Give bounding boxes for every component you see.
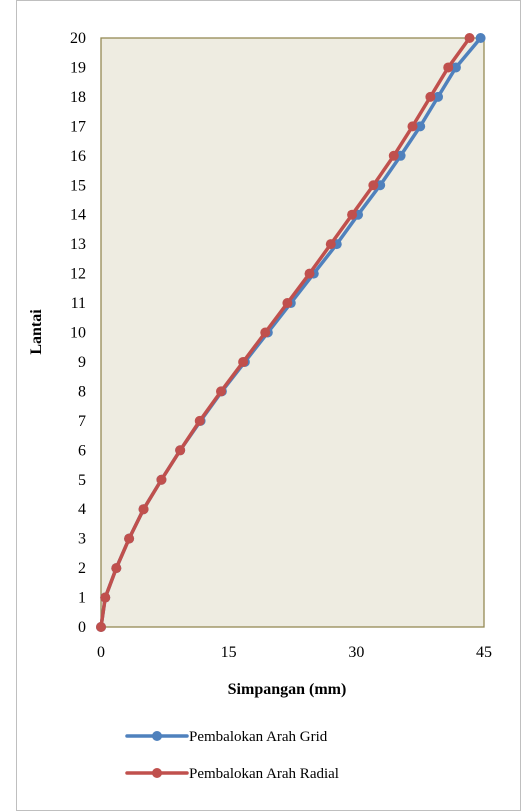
y-tick-label: 5 bbox=[78, 472, 86, 489]
y-tick-label: 18 bbox=[70, 89, 86, 106]
data-point bbox=[96, 622, 106, 632]
x-tick-label: 45 bbox=[476, 644, 492, 661]
data-point bbox=[304, 268, 315, 279]
y-tick-label: 3 bbox=[78, 531, 86, 548]
x-tick-label: 30 bbox=[348, 644, 364, 661]
series-layer bbox=[96, 33, 486, 632]
data-point bbox=[475, 33, 486, 43]
series-2 bbox=[96, 33, 475, 632]
y-tick-label: 6 bbox=[78, 442, 86, 459]
legend-item: Pembalokan Arah Grid bbox=[125, 729, 328, 745]
legend-item: Pembalokan Arah Radial bbox=[125, 766, 339, 782]
y-tick-label: 9 bbox=[78, 354, 86, 371]
data-point bbox=[347, 209, 358, 220]
y-tick-label: 11 bbox=[71, 295, 86, 312]
data-point bbox=[238, 356, 249, 367]
y-tick-label: 12 bbox=[70, 266, 86, 283]
x-tick-label: 0 bbox=[97, 644, 105, 661]
y-tick-label: 2 bbox=[78, 560, 86, 577]
plot-area bbox=[100, 37, 485, 628]
x-tick-label: 15 bbox=[221, 644, 237, 661]
y-tick-label: 19 bbox=[70, 59, 86, 76]
legend-label: Pembalokan Arah Grid bbox=[189, 729, 328, 745]
data-point bbox=[415, 121, 426, 132]
data-point bbox=[156, 474, 167, 485]
y-tick-label: 10 bbox=[70, 325, 86, 342]
data-point bbox=[443, 62, 454, 73]
data-point bbox=[175, 445, 186, 456]
legend-marker bbox=[152, 768, 162, 778]
y-tick-label: 15 bbox=[70, 177, 86, 194]
data-point bbox=[216, 386, 227, 397]
y-tick-label: 16 bbox=[70, 148, 86, 165]
data-point bbox=[450, 62, 461, 73]
data-point bbox=[368, 180, 379, 191]
data-point bbox=[325, 239, 336, 250]
y-tick-label: 8 bbox=[78, 383, 86, 400]
data-point bbox=[194, 415, 205, 426]
x-axis-ticks: 0 15 30 45 bbox=[97, 644, 492, 661]
legend: Pembalokan Arah Grid Pembalokan Arah Radi… bbox=[125, 729, 339, 782]
x-axis-title: Simpangan (mm) bbox=[228, 681, 347, 698]
data-point bbox=[111, 563, 122, 574]
y-tick-label: 0 bbox=[78, 619, 86, 636]
data-point bbox=[124, 533, 135, 544]
legend-label: Pembalokan Arah Radial bbox=[189, 766, 339, 782]
y-tick-label: 4 bbox=[78, 501, 86, 518]
data-point bbox=[464, 33, 475, 43]
y-tick-label: 1 bbox=[78, 590, 86, 607]
y-tick-label: 17 bbox=[70, 118, 86, 135]
y-tick-label: 14 bbox=[70, 207, 86, 224]
y-tick-label: 7 bbox=[78, 413, 86, 430]
data-point bbox=[260, 327, 271, 338]
data-point bbox=[388, 150, 399, 161]
legend-marker bbox=[152, 731, 162, 741]
data-point bbox=[138, 504, 149, 515]
data-point bbox=[433, 91, 444, 102]
data-point bbox=[407, 121, 418, 132]
data-point bbox=[282, 298, 293, 309]
y-tick-label: 13 bbox=[70, 236, 86, 253]
y-tick-label: 20 bbox=[70, 30, 86, 47]
data-point bbox=[425, 91, 436, 102]
y-axis-title: Lantai bbox=[28, 309, 45, 355]
data-point bbox=[100, 592, 111, 603]
